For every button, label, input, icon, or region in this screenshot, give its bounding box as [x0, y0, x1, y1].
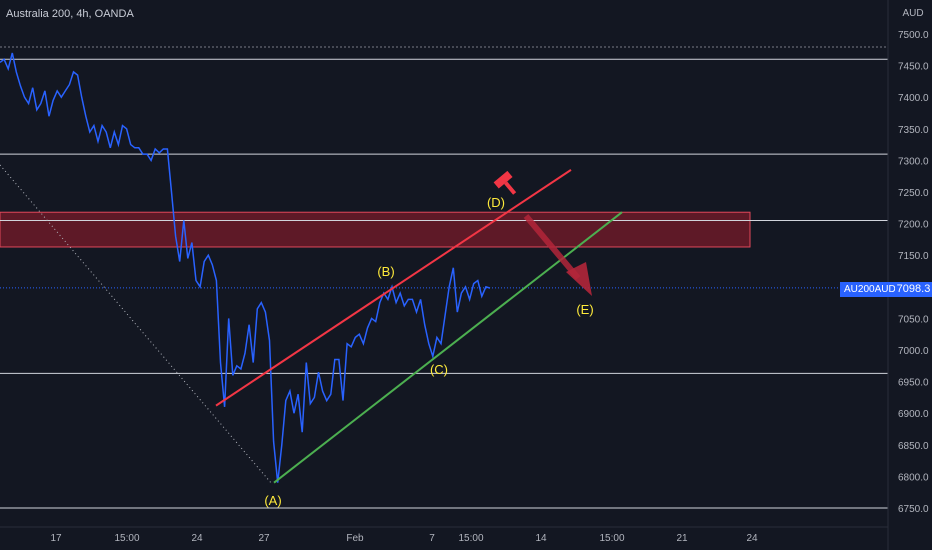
- channel-lower-line: [273, 211, 623, 484]
- x-tick-label-7: 14: [535, 533, 547, 544]
- y-tick-label-6: 7050.0: [898, 314, 929, 325]
- x-tick-label-6: 15:00: [458, 533, 483, 544]
- wave-label-3: (D): [487, 195, 505, 210]
- x-tick-label-2: 24: [191, 533, 203, 544]
- x-tick-label-8: 15:00: [599, 533, 624, 544]
- y-tick-label-0: 6750.0: [898, 504, 929, 515]
- symbol-tag: AU200AUD: [840, 282, 900, 297]
- wave-label-1: (B): [377, 264, 394, 279]
- y-tick-label-15: 7500.0: [898, 30, 929, 41]
- x-tick-label-5: 7: [429, 533, 435, 544]
- price-line: [0, 52, 491, 483]
- projection-arrow-head: [566, 262, 592, 296]
- y-tick-label-11: 7300.0: [898, 156, 929, 167]
- projection-arrow-shaft: [523, 214, 581, 280]
- currency-unit-label: AUD: [902, 8, 924, 19]
- x-tick-label-1: 15:00: [114, 533, 139, 544]
- x-tick-label-4: Feb: [346, 533, 364, 544]
- wave-label-2: (C): [430, 362, 448, 377]
- wave-label-4: (E): [576, 302, 593, 317]
- y-tick-label-9: 7200.0: [898, 220, 929, 231]
- gavel-icon: [493, 170, 517, 195]
- x-tick-label-10: 24: [746, 533, 758, 544]
- wave-label-0: (A): [264, 493, 281, 508]
- x-tick-label-0: 17: [50, 533, 62, 544]
- channel-upper-line: [215, 169, 572, 407]
- y-tick-label-14: 7450.0: [898, 62, 929, 73]
- y-tick-label-12: 7350.0: [898, 125, 929, 136]
- y-tick-label-13: 7400.0: [898, 93, 929, 104]
- x-tick-label-3: 27: [258, 533, 270, 544]
- current-price-tag: 7098.3: [895, 282, 932, 297]
- y-tick-label-8: 7150.0: [898, 251, 929, 262]
- x-tick-label-9: 21: [676, 533, 688, 544]
- y-tick-label-3: 6900.0: [898, 409, 929, 420]
- y-tick-label-2: 6850.0: [898, 441, 929, 452]
- resistance-zone: [0, 211, 751, 248]
- y-tick-label-4: 6950.0: [898, 378, 929, 389]
- y-tick-label-1: 6800.0: [898, 472, 929, 483]
- y-tick-label-10: 7250.0: [898, 188, 929, 199]
- chart-title: Australia 200, 4h, OANDA: [6, 8, 134, 20]
- y-tick-label-5: 7000.0: [898, 346, 929, 357]
